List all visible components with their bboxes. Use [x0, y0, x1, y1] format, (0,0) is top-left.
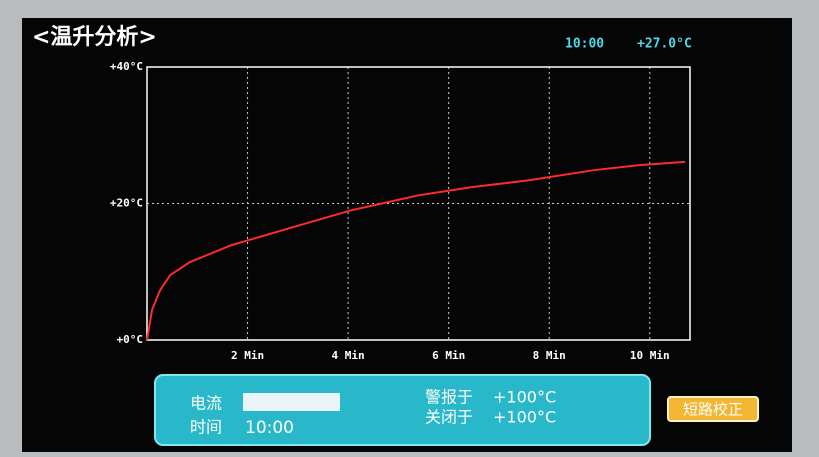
off-label: 关闭于	[425, 408, 473, 427]
x-tick-label: 10 Min	[630, 349, 670, 362]
x-tick-label: 2 Min	[231, 349, 264, 362]
x-tick-label: 6 Min	[432, 349, 465, 362]
current-field	[243, 393, 340, 411]
y-tick-label: +40°C	[110, 60, 143, 73]
y-tick-label: +20°C	[110, 197, 143, 210]
temperature: +27.0°C	[637, 37, 692, 52]
alarm-value: +100°C	[493, 388, 556, 407]
x-tick-label: 8 Min	[533, 349, 566, 362]
screen-title: <温升分析>	[32, 25, 157, 50]
time-value: 10:00	[245, 418, 294, 438]
x-tick-label: 4 Min	[332, 349, 365, 362]
screen: <温升分析> 10:00 +27.0°C +0°C +20°C +40°C 2 Min…	[0, 0, 819, 457]
y-tick-label: +0°C	[117, 333, 144, 346]
current-label: 电流	[190, 394, 222, 413]
alarm-label: 警报于	[425, 388, 473, 407]
button-label[interactable]: 短路校正	[683, 401, 743, 419]
off-value: +100°C	[493, 408, 556, 427]
info-panel	[155, 375, 650, 445]
time-label: 时间	[190, 418, 222, 437]
page: {"screen":{"title":"<温升分析>","clock":"10:…	[0, 0, 819, 457]
clock: 10:00	[565, 37, 604, 52]
